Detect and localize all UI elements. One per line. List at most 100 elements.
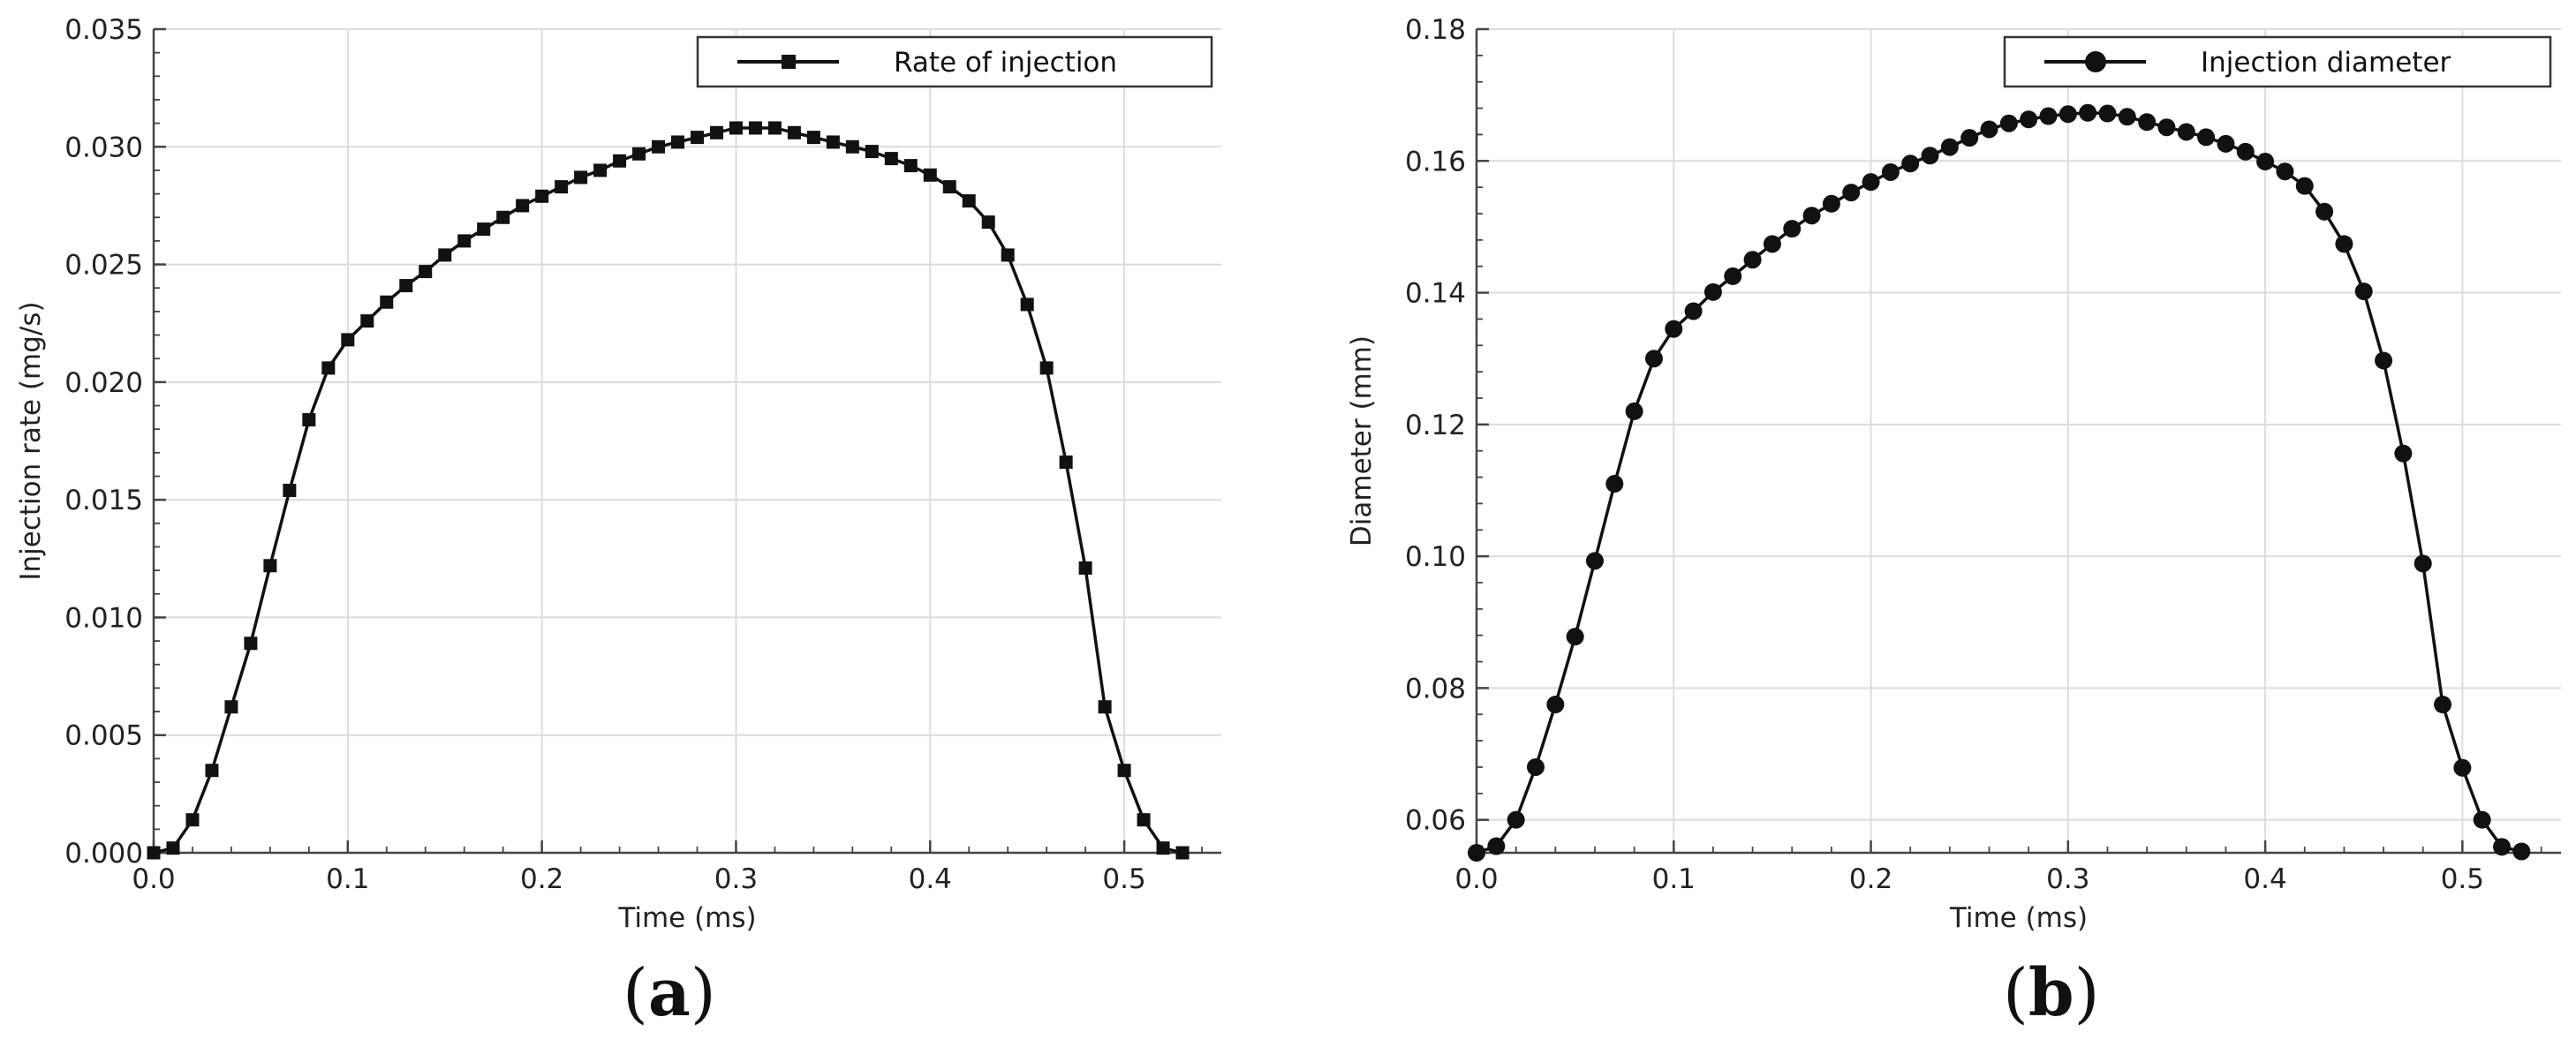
data-point [2217,134,2235,153]
data-point [166,841,180,855]
y-tick-label: 0.015 [64,485,143,516]
data-point [613,154,627,168]
data-point [399,279,413,293]
x-tick-label: 0.5 [2441,863,2484,895]
data-point [962,194,976,208]
data-point [1039,361,1054,375]
legend-label: Injection diameter [2201,47,2451,79]
data-point [2453,758,2472,777]
data-point [205,764,219,778]
data-point [2315,202,2334,221]
data-point [1724,267,1742,285]
data-point [1743,251,1762,269]
data-point [2157,118,2176,137]
data-point [767,121,782,135]
data-point [2138,113,2157,132]
data-point [1921,147,1939,165]
data-point [535,189,549,203]
data-point [1763,235,1781,253]
data-point [555,180,569,194]
data-point [652,139,666,154]
data-point [419,265,433,279]
data-point [1078,561,1092,575]
data-point [2276,162,2294,181]
y-tick-label: 0.06 [1405,805,1466,837]
data-point [2020,110,2038,129]
data-point [1001,248,1015,262]
data-point [1020,298,1034,312]
data-point [632,147,646,161]
data-point [787,125,801,139]
data-point [2375,351,2393,370]
data-point [1468,844,1485,862]
data-point [185,813,200,827]
data-point [1605,475,1624,493]
data-point [1098,700,1112,714]
legend-marker [2085,51,2106,72]
data-point [1665,320,1683,338]
panel-label: (a) [623,955,716,1031]
data-point [1644,350,1663,368]
data-point [302,413,316,427]
data-point [1940,138,1959,156]
data-point [1059,455,1073,469]
data-point [1526,757,1545,776]
panel-label: (b) [2003,955,2100,1031]
data-point [2197,128,2216,147]
y-tick-label: 0.12 [1405,410,1466,441]
panel-label-open-paren: ( [2003,955,2028,1031]
x-axis-label: Time (ms) [617,902,756,934]
data-point [981,215,995,230]
data-point [2039,107,2058,125]
data-point [845,139,859,154]
data-point [748,121,762,135]
data-point [244,636,258,651]
data-point [671,135,685,149]
data-point [2493,838,2512,856]
y-tick-label: 0.14 [1405,278,1466,310]
legend-marker [782,55,796,69]
data-point [1156,841,1170,855]
y-axis-label: Injection rate (mg/s) [15,301,47,580]
legend-label: Rate of injection [894,47,1117,79]
data-point [1999,114,2018,132]
data-point [1507,810,1525,829]
data-point [1546,696,1565,714]
data-point [516,199,530,213]
panel-label-close-paren: ) [2074,955,2100,1031]
data-point [1703,282,1722,301]
data-point [865,145,879,159]
data-point [457,234,472,248]
data-point [2177,123,2195,141]
y-tick-label: 0.16 [1405,146,1466,177]
data-point [923,168,937,182]
x-tick-label: 0.2 [520,863,563,895]
x-tick-label: 0.1 [1652,863,1696,895]
x-tick-label: 0.3 [714,863,758,895]
y-tick-label: 0.08 [1405,673,1466,704]
series-line [1476,111,2522,855]
data-point [224,700,238,714]
data-point [942,180,956,194]
data-point [1175,846,1190,860]
data-point [2473,810,2491,829]
data-point [2414,554,2432,573]
data-point [2118,108,2136,126]
y-tick-label: 0.020 [64,367,143,399]
panel-label-open-paren: ( [623,955,648,1031]
panel-label-letter: b [2028,955,2074,1031]
data-point [884,152,898,166]
data-point [1901,154,1920,173]
y-tick-label: 0.025 [64,250,143,282]
data-point [2098,104,2117,123]
data-point [709,125,723,139]
x-tick-label: 0.4 [2243,863,2286,895]
data-point [1862,173,1880,192]
data-point [360,314,374,328]
x-tick-label: 0.3 [2046,863,2089,895]
data-point [477,222,491,237]
x-tick-label: 0.5 [1102,863,1145,895]
data-point [2335,235,2353,253]
data-point [2256,153,2275,171]
x-tick-label: 0.2 [1849,863,1892,895]
